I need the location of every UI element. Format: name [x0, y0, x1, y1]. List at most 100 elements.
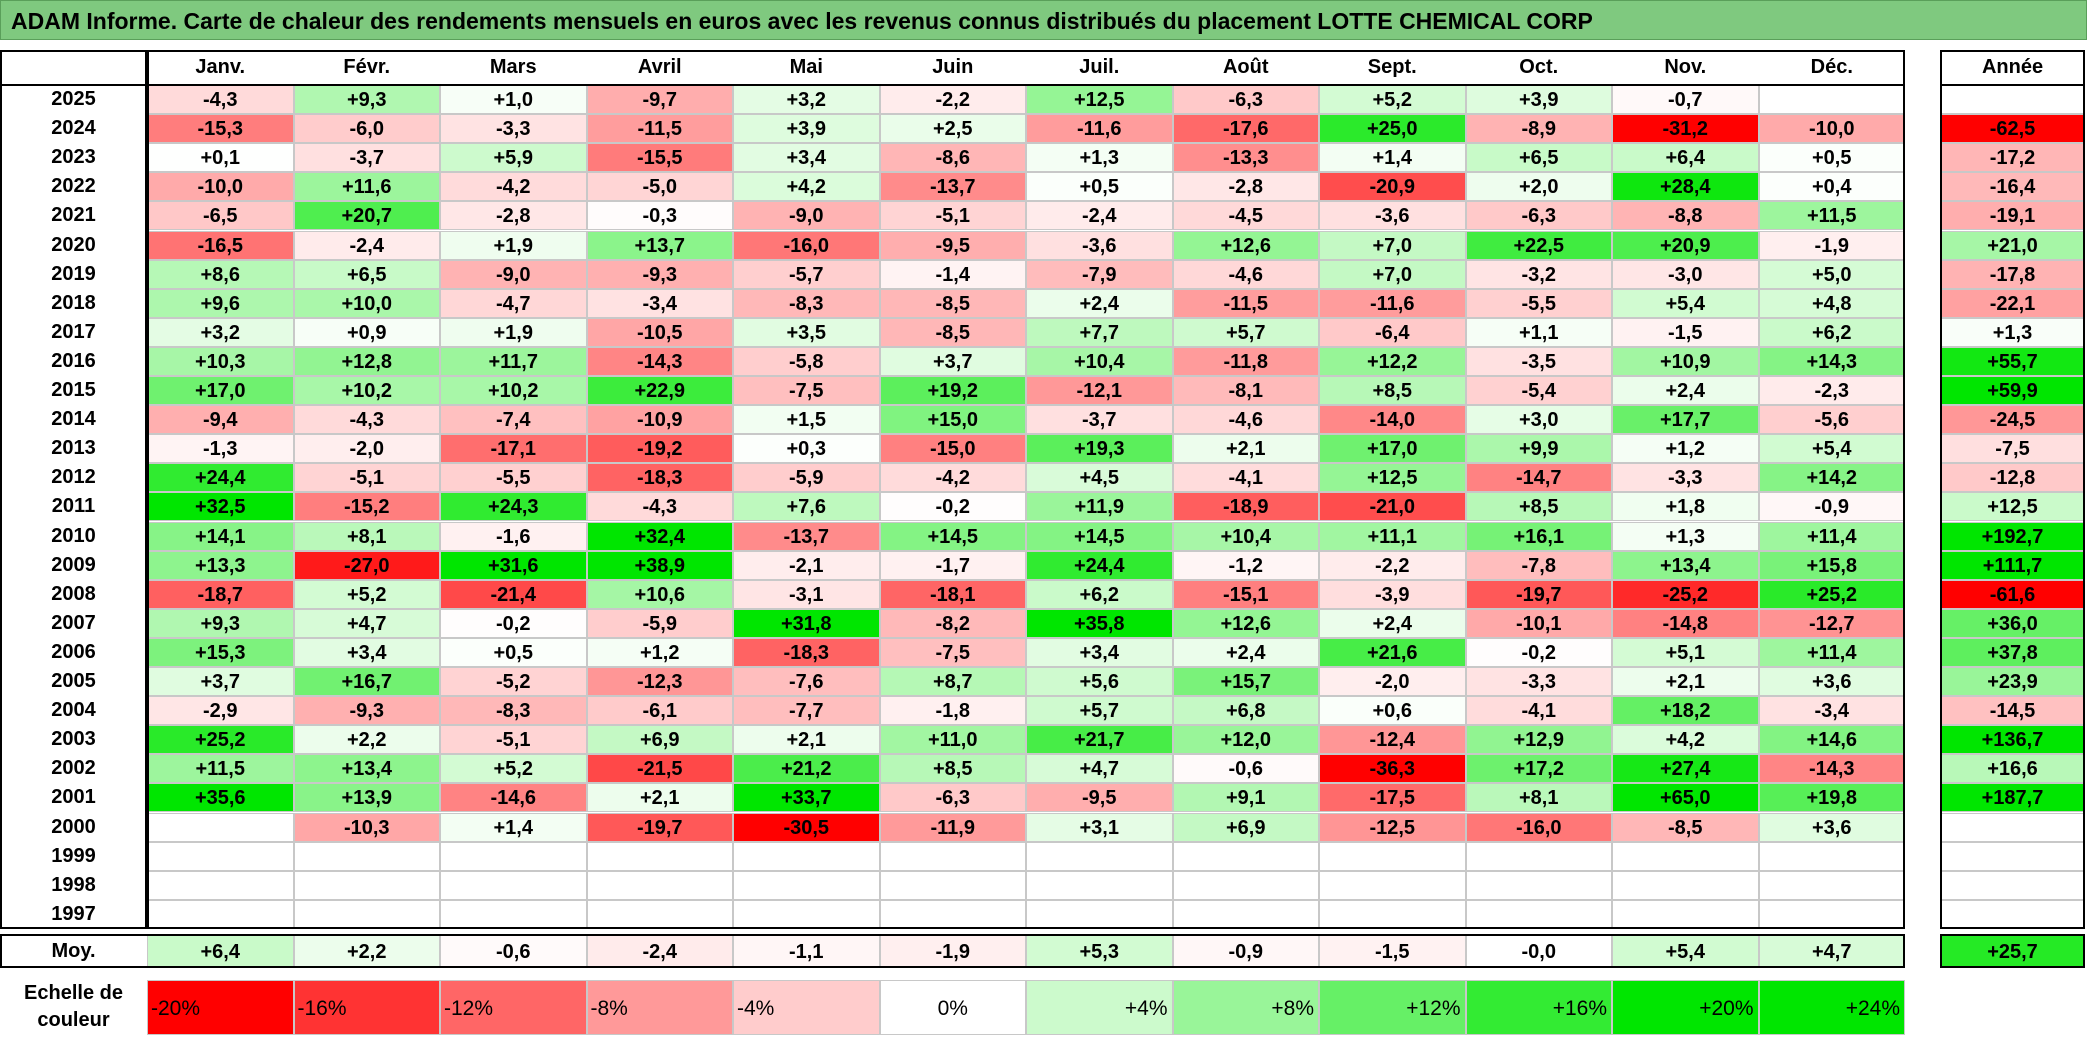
year-label: 2013 [51, 437, 96, 460]
heatmap-cell: +2,1 [586, 783, 733, 813]
year-label: 2001 [51, 786, 96, 809]
heatmap-cell: +4,7 [1026, 754, 1173, 784]
heatmap-cell: -1,5 [1612, 317, 1759, 347]
heatmap-cell: +3,7 [147, 667, 294, 697]
year-label: 2004 [51, 699, 96, 722]
heatmap-cell: +25,0 [1319, 114, 1466, 144]
heatmap-cell: -8,6 [879, 143, 1026, 173]
heatmap-cell: -19,7 [1465, 579, 1612, 609]
year-label: 2010 [51, 524, 96, 547]
heatmap-cell: +4,8 [1758, 288, 1905, 318]
annual-cell [1940, 812, 2085, 842]
heatmap-cell: +10,4 [1026, 346, 1173, 376]
annual-cell: -19,1 [1940, 201, 2085, 231]
heatmap-cell: -8,8 [1612, 201, 1759, 231]
heatmap-cell: +6,4 [1612, 143, 1759, 173]
month-header: Mars [489, 56, 537, 78]
heatmap-cell [1612, 870, 1759, 900]
heatmap-cell: -21,4 [440, 579, 587, 609]
heatmap-cell: -0,6 [1172, 754, 1319, 784]
heatmap-cell: -5,1 [879, 201, 1026, 231]
heatmap-cell: +4,2 [1612, 725, 1759, 755]
heatmap-cell: +3,1 [1026, 812, 1173, 842]
heatmap-cell [1026, 870, 1173, 900]
heatmap-cell: +5,7 [1172, 317, 1319, 347]
heatmap-cell: +3,2 [147, 317, 294, 347]
year-label: 2014 [51, 408, 96, 431]
annual-cell: +23,9 [1940, 667, 2085, 697]
annual-cell: +55,7 [1940, 346, 2085, 376]
heatmap-cell: +9,1 [1172, 783, 1319, 813]
heatmap-cell: -7,4 [440, 405, 587, 435]
heatmap-cell: -6,1 [586, 696, 733, 726]
annual-cell: +111,7 [1940, 550, 2085, 580]
heatmap-cell: -5,5 [440, 463, 587, 493]
year-label: 2018 [51, 291, 96, 314]
heatmap-cell [147, 841, 294, 871]
heatmap-cell [879, 899, 1026, 929]
heatmap-cell: -3,4 [586, 288, 733, 318]
heatmap-cell: +5,6 [1026, 667, 1173, 697]
heatmap-cell: -0,2 [440, 608, 587, 638]
heatmap-cell: -5,2 [440, 667, 587, 697]
heatmap-cell: -6,3 [1465, 201, 1612, 231]
year-label: 2005 [51, 670, 96, 692]
heatmap-cell: -1,6 [440, 521, 587, 551]
heatmap-cell: -5,9 [586, 608, 733, 638]
heatmap-cell: -11,9 [879, 812, 1026, 842]
heatmap-cell: -21,0 [1319, 492, 1466, 522]
heatmap-cell: -5,1 [440, 725, 587, 755]
heatmap-cell: +0,9 [293, 317, 440, 347]
annual-cell [1940, 85, 2085, 115]
heatmap-cell: -9,0 [440, 259, 587, 289]
heatmap-cell [1026, 899, 1173, 929]
heatmap-cell: -13,3 [1172, 143, 1319, 173]
heatmap-cell: -9,3 [293, 696, 440, 726]
heatmap-cell: -14,3 [586, 346, 733, 376]
average-cell: +4,7 [1758, 934, 1905, 968]
heatmap-cell: -8,2 [879, 608, 1026, 638]
heatmap-cell: -3,4 [1758, 696, 1905, 726]
heatmap-cell: -2,0 [1319, 667, 1466, 697]
heatmap-cell: +27,4 [1612, 754, 1759, 784]
year-label: 2016 [51, 349, 96, 372]
heatmap-cell: -3,6 [1026, 230, 1173, 260]
heatmap-cell: +10,4 [1172, 521, 1319, 551]
month-header: Juin [932, 56, 974, 78]
heatmap-cell [147, 812, 294, 842]
heatmap-cell: -5,4 [1465, 376, 1612, 406]
annual-cell: -62,5 [1940, 114, 2085, 144]
heatmap-cell: -10,0 [147, 172, 294, 202]
heatmap-cell: +3,7 [879, 346, 1026, 376]
heatmap-cell: +3,9 [733, 114, 880, 144]
heatmap-cell: -5,5 [1465, 288, 1612, 318]
heatmap-cell [733, 870, 880, 900]
heatmap-cell: -1,9 [1758, 230, 1905, 260]
heatmap-cell: +14,1 [147, 521, 294, 551]
heatmap-cell: +21,7 [1026, 725, 1173, 755]
heatmap-cell [879, 870, 1026, 900]
annual-cell: +36,0 [1940, 608, 2085, 638]
heatmap-cell: -4,1 [1172, 463, 1319, 493]
heatmap-cell: -10,1 [1465, 608, 1612, 638]
heatmap-cell [293, 841, 440, 871]
heatmap-cell [1612, 899, 1759, 929]
heatmap-cell: +12,5 [1319, 463, 1466, 493]
annual-cell: +187,7 [1940, 783, 2085, 813]
heatmap-cell: +18,2 [1612, 696, 1759, 726]
heatmap-cell: +21,2 [733, 754, 880, 784]
heatmap-cell: +1,2 [1612, 434, 1759, 464]
color-scale-step: +8% [1172, 980, 1319, 1035]
heatmap-cell: -2,4 [1026, 201, 1173, 231]
heatmap-cell: -15,3 [147, 114, 294, 144]
heatmap-cell: +15,0 [879, 405, 1026, 435]
heatmap-cell [1465, 870, 1612, 900]
average-cell: -2,4 [586, 934, 733, 968]
heatmap-cell: +33,7 [733, 783, 880, 813]
heatmap-cell: -2,3 [1758, 376, 1905, 406]
annual-cell: -14,5 [1940, 696, 2085, 726]
heatmap-cell: +5,2 [1319, 85, 1466, 115]
heatmap-cell: +11,9 [1026, 492, 1173, 522]
heatmap-cell: +0,6 [1319, 696, 1466, 726]
heatmap-cell: +11,6 [293, 172, 440, 202]
